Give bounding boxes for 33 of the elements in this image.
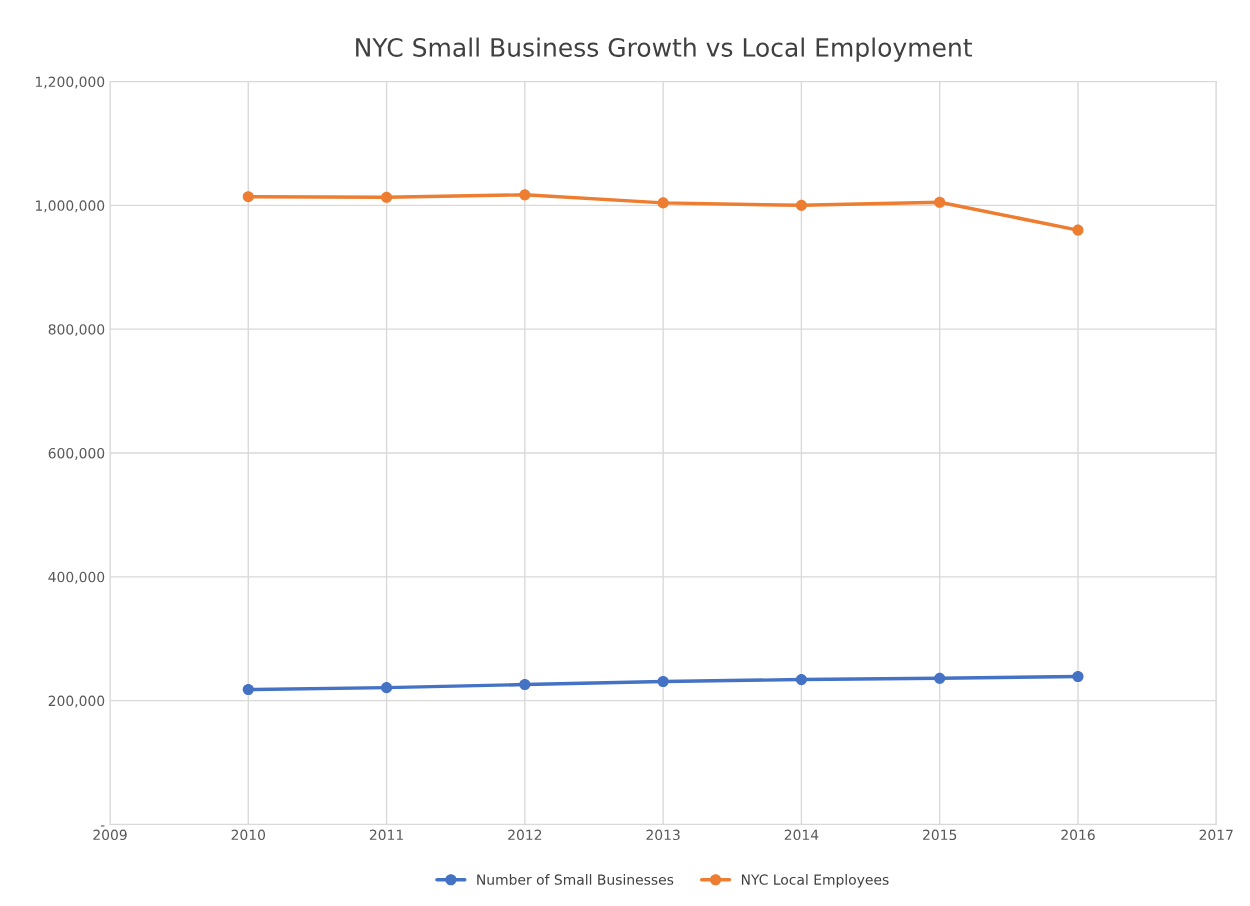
point xyxy=(657,197,669,209)
y-tick-label: 200,000 xyxy=(48,695,105,708)
x-tick-label: 2014 xyxy=(784,829,819,841)
legend-label: Number of Small Businesses xyxy=(477,874,674,885)
point xyxy=(381,191,393,203)
point xyxy=(381,682,393,694)
legend-label: NYC Local Employees xyxy=(741,874,889,888)
y-tick-label: 400,000 xyxy=(48,571,105,584)
y-tick-label: - xyxy=(100,825,105,827)
point xyxy=(242,683,254,696)
point xyxy=(1072,224,1084,236)
point xyxy=(795,199,807,211)
x-tick-label: 2017 xyxy=(1199,829,1233,841)
x-tick-label: 2015 xyxy=(923,829,957,841)
x-tick-label: 2016 xyxy=(1061,829,1095,841)
x-tick-label: 2010 xyxy=(231,829,266,841)
point xyxy=(795,674,807,686)
y-tick-label: 1,200,000 xyxy=(35,76,105,89)
y-tick-label: 600,000 xyxy=(48,447,105,460)
y-tick-label: 1,000,000 xyxy=(35,200,105,213)
point xyxy=(519,189,531,201)
x-tick-label: 2013 xyxy=(646,829,680,841)
point xyxy=(519,678,531,691)
x-tick-label: 2011 xyxy=(369,829,403,841)
point xyxy=(934,672,946,684)
point xyxy=(1072,670,1084,683)
x-tick-label: 2012 xyxy=(508,829,542,841)
x-tick-label: 2009 xyxy=(93,829,127,841)
point xyxy=(242,191,254,203)
point xyxy=(657,675,669,687)
chart-title: NYC Small Business Growth vs Local Employment xyxy=(356,37,972,62)
y-tick-label: 800,000 xyxy=(48,324,105,337)
point xyxy=(934,196,946,208)
